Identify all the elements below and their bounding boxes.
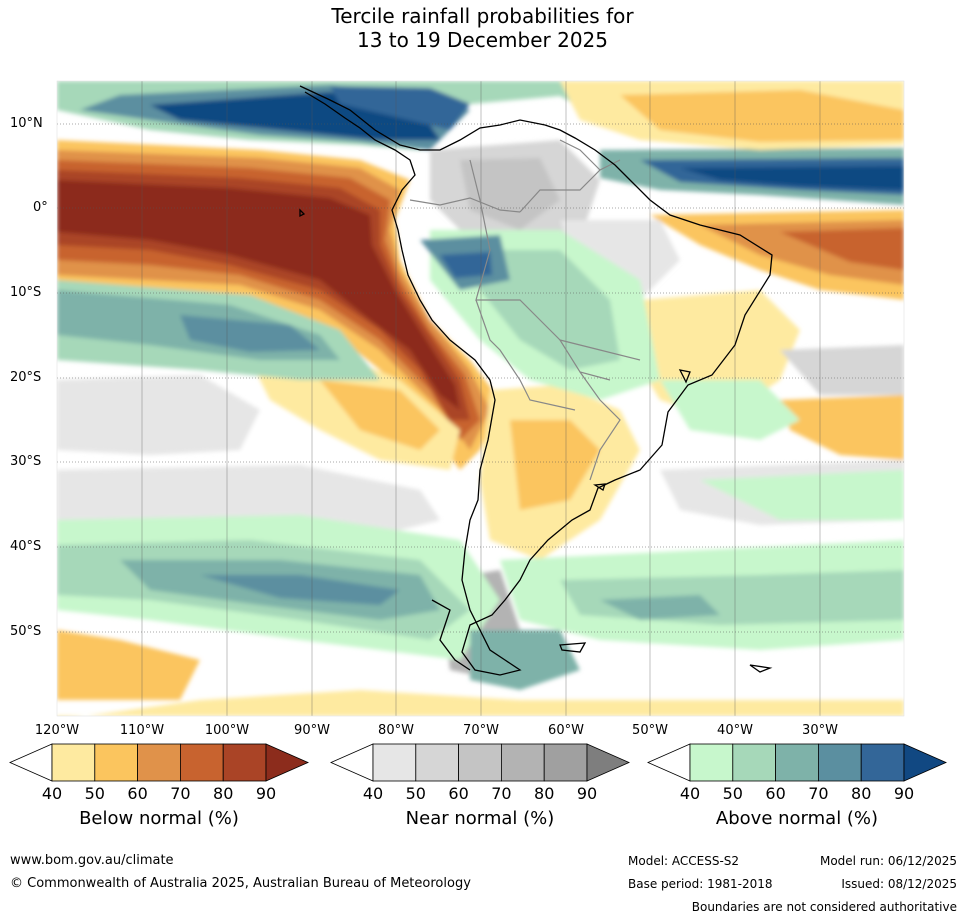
lat-tick-10s: 10°S xyxy=(10,285,42,300)
above-level-label: 90 xyxy=(893,784,915,803)
lat-tick-20s: 20°S xyxy=(10,370,42,385)
above-colorbar-high-triangle xyxy=(903,743,947,782)
above-normal-title: Above normal (%) xyxy=(715,808,879,829)
near-colorbar-bin-1 xyxy=(372,743,417,782)
below-normal-colorbar xyxy=(9,743,309,783)
near-colorbar-bin-5 xyxy=(543,743,588,782)
lon-tick-80w: 80°W xyxy=(378,723,414,738)
coastline xyxy=(299,85,773,676)
near-level-label: 70 xyxy=(491,784,512,803)
near-level-label: 60 xyxy=(448,784,469,803)
title-line-1: Tercile rainfall probabilities for xyxy=(331,4,634,28)
rainfall-probability-map xyxy=(56,80,905,717)
lat-tick-10n: 10°N xyxy=(10,116,43,131)
near-colorbar-bin-2 xyxy=(415,743,460,782)
below-colorbar-bin-4 xyxy=(179,743,224,782)
above-level-label: 60 xyxy=(765,784,786,803)
title-line-2: 13 to 19 December 2025 xyxy=(356,28,608,52)
below-colorbar-bin-3 xyxy=(137,743,181,782)
model-label: Model: ACCESS-S2 xyxy=(628,854,740,868)
base-period-label: Base period: 1981-2018 xyxy=(628,877,773,891)
near-colorbar-bin-4 xyxy=(500,743,545,782)
lon-tick-70w: 70°W xyxy=(463,723,499,738)
above-normal-colorbar xyxy=(647,743,947,783)
below-level-label: 50 xyxy=(84,784,105,803)
lon-tick-100w: 100°W xyxy=(204,723,250,738)
copyright-text: © Commonwealth of Australia 2025, Austra… xyxy=(10,876,471,891)
near-level-label: 40 xyxy=(362,784,384,803)
country-boundaries xyxy=(409,139,641,481)
model-run-label: Model run: 06/12/2025 xyxy=(819,854,957,868)
below-level-label: 70 xyxy=(170,784,191,803)
map-frame xyxy=(56,80,905,717)
near-level-label: 50 xyxy=(405,784,426,803)
above-level-label: 70 xyxy=(808,784,829,803)
above-colorbar-low-triangle xyxy=(647,743,691,782)
graticule xyxy=(57,123,904,633)
website-link[interactable]: www.bom.gov.au/climate xyxy=(10,853,174,868)
lat-tick-40s: 40°S xyxy=(10,539,42,554)
above-colorbar-bin-4 xyxy=(817,743,862,782)
lon-tick-30w: 30°W xyxy=(802,723,838,738)
above-colorbar-bin-3 xyxy=(775,743,819,782)
below-colorbar-bin-2 xyxy=(94,743,139,782)
above-level-label: 40 xyxy=(679,784,701,803)
below-level-label: 40 xyxy=(41,784,63,803)
near-colorbar-low-triangle xyxy=(330,743,374,782)
above-level-label: 80 xyxy=(851,784,872,803)
above-colorbar-bin-1 xyxy=(689,743,734,782)
below-level-label: 90 xyxy=(255,784,277,803)
below-level-label: 60 xyxy=(127,784,148,803)
lon-tick-90w: 90°W xyxy=(294,723,330,738)
lon-tick-60w: 60°W xyxy=(548,723,584,738)
lat-tick-50s: 50°S xyxy=(10,624,42,639)
above-level-label: 50 xyxy=(722,784,743,803)
near-level-label: 90 xyxy=(576,784,598,803)
near-normal-title: Near normal (%) xyxy=(405,808,555,829)
below-level-label: 80 xyxy=(213,784,234,803)
near-colorbar-high-triangle xyxy=(586,743,630,782)
near-level-label: 80 xyxy=(534,784,555,803)
chart-title: Tercile rainfall probabilities for 13 to… xyxy=(0,4,965,52)
meridians xyxy=(141,81,821,716)
above-colorbar-bin-5 xyxy=(860,743,905,782)
below-colorbar-bin-5 xyxy=(222,743,267,782)
lon-tick-110w: 110°W xyxy=(119,723,165,738)
above-colorbar-bin-2 xyxy=(732,743,777,782)
below-colorbar-bin-1 xyxy=(51,743,96,782)
near-normal-colorbar xyxy=(330,743,630,783)
probability-fields xyxy=(57,81,904,716)
near-colorbar-bin-3 xyxy=(458,743,502,782)
below-normal-title: Below normal (%) xyxy=(79,808,239,829)
below-colorbar-low-triangle xyxy=(9,743,53,782)
lat-tick-30s: 30°S xyxy=(10,454,42,469)
lat-tick-0: 0° xyxy=(33,200,48,215)
below-colorbar-high-triangle xyxy=(265,743,309,782)
lon-tick-50w: 50°W xyxy=(632,723,668,738)
lon-tick-40w: 40°W xyxy=(717,723,753,738)
lon-tick-120w: 120°W xyxy=(34,723,80,738)
disclaimer-text: Boundaries are not considered authoritat… xyxy=(691,900,957,914)
issued-label: Issued: 08/12/2025 xyxy=(841,877,957,891)
